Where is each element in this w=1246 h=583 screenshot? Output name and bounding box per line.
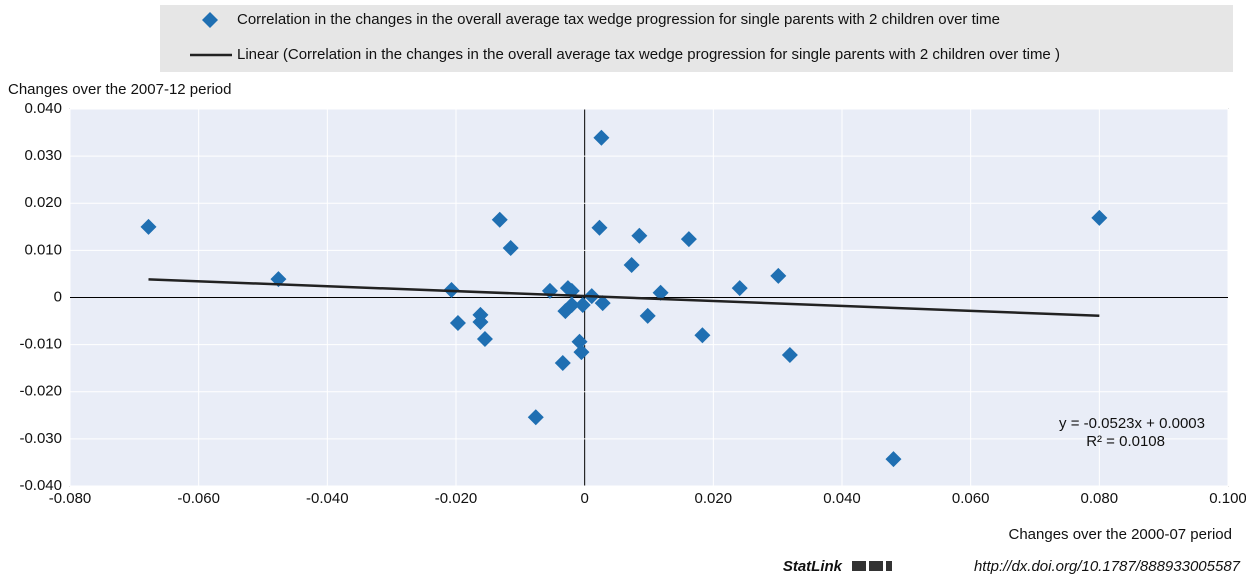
scatter-point: [140, 218, 157, 235]
x-tick-label: 0.060: [952, 490, 990, 507]
scatter-point: [781, 346, 798, 363]
scatter-point: [571, 333, 588, 350]
trendline: [148, 278, 1100, 318]
scatter-point: [694, 327, 711, 344]
y-tick-label: -0.020: [19, 383, 62, 400]
legend-label: Correlation in the changes in the overal…: [237, 11, 1000, 28]
scatter-point: [591, 219, 608, 236]
x-tick-label: 0.080: [1081, 490, 1119, 507]
x-axis-title: Changes over the 2000-07 period: [1009, 526, 1233, 543]
x-tick-label: -0.040: [306, 490, 349, 507]
scatter-point: [574, 297, 591, 314]
scatter-point: [554, 355, 571, 372]
scatter-point: [623, 256, 640, 273]
scatter-point: [885, 451, 902, 468]
scatter-point: [563, 297, 580, 314]
scatter-point: [1091, 209, 1108, 226]
scatter-point: [652, 284, 669, 301]
scatter-point: [491, 211, 508, 228]
x-tick-label: -0.080: [49, 490, 92, 507]
scatter-point: [476, 330, 493, 347]
x-tick-label: 0.020: [695, 490, 733, 507]
x-tick-label: -0.060: [177, 490, 220, 507]
y-tick-label: -0.010: [19, 336, 62, 353]
y-tick-label: 0.030: [24, 147, 62, 164]
statlink-url[interactable]: http://dx.doi.org/10.1787/888933005587: [974, 558, 1241, 575]
scatter-point: [594, 295, 611, 312]
y-axis-title: Changes over the 2007-12 period: [8, 81, 232, 98]
scatter-point: [731, 280, 748, 297]
legend-box: [160, 5, 1233, 72]
x-tick-label: 0.040: [823, 490, 861, 507]
statlink-icon: [852, 561, 892, 571]
scatter-point: [770, 267, 787, 284]
y-tick-label: 0.040: [24, 100, 62, 117]
scatter-point: [631, 227, 648, 244]
scatter-point: [449, 314, 466, 331]
annotation: R² = 0.0108: [1086, 433, 1165, 450]
scatter-point: [502, 240, 519, 257]
footer: StatLink http://dx.doi.org/10.1787/88893…: [783, 558, 1241, 575]
scatter-point: [639, 307, 656, 324]
x-tick-label: 0: [580, 490, 588, 507]
annotation: y = -0.0523x + 0.0003: [1059, 415, 1205, 432]
x-tick-label: 0.100: [1209, 490, 1246, 507]
y-tick-label: 0.010: [24, 241, 62, 258]
scatter-point: [472, 314, 489, 331]
scatter-point: [573, 344, 590, 361]
y-tick-label: -0.030: [19, 430, 62, 447]
scatter-point: [680, 231, 697, 248]
x-tick-label: -0.020: [435, 490, 478, 507]
y-tick-label: 0.020: [24, 194, 62, 211]
y-tick-label: 0: [54, 288, 62, 305]
statlink-brand: StatLink: [783, 558, 843, 575]
legend-marker: [202, 12, 218, 28]
scatter-point: [527, 409, 544, 426]
scatter-point: [593, 129, 610, 146]
legend-label: Linear (Correlation in the changes in th…: [237, 46, 1060, 63]
y-tick-label: -0.040: [19, 477, 62, 494]
